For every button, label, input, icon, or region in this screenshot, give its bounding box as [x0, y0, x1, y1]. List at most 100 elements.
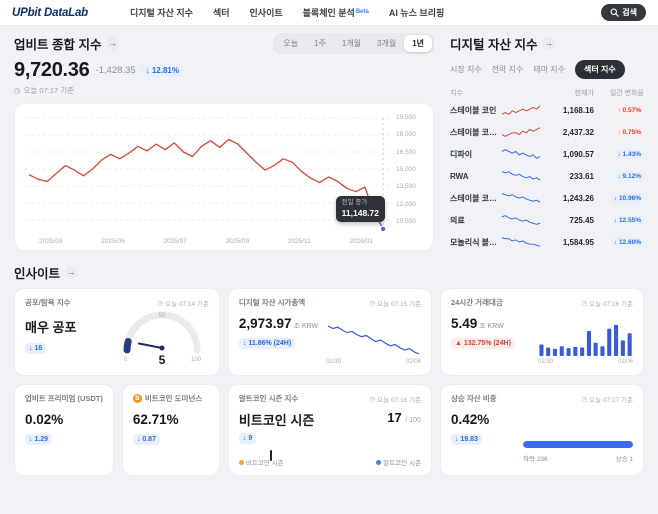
premium-change-badge: ↓ 1.29 [25, 434, 53, 445]
change-badge: ↓ 12.60% [610, 237, 644, 247]
alt-season-dot [376, 460, 382, 465]
fear-greed-gauge: 50 0 100 5 [123, 311, 202, 366]
arrow-icon[interactable]: → [106, 36, 120, 50]
fear-greed-value: 5 [159, 353, 166, 366]
range-tab-1w[interactable]: 1주 [314, 38, 326, 48]
table-row-stablecoin[interactable]: 스테이블 코인 1,168.16 ↑ 0.57% [450, 99, 644, 121]
index-table: 스테이블 코인 1,168.16 ↑ 0.57% 스테이블 코인 그룹 2,43… [450, 99, 644, 253]
falling-bar-fill [522, 441, 633, 448]
main-chart-card: 19,500 18,000 16,500 15,000 13,500 12,00… [14, 103, 434, 251]
nav-menu: 디지털 자산 지수 섹터 인사이트 블록체인 분석Beta AI 뉴스 브리핑 [130, 6, 444, 19]
sparkline-chart [501, 237, 541, 247]
chart-x-axis: 2025/03 2025/05 2025/07 2025/09 2025/11 … [39, 238, 373, 245]
dominance-value: 62.71% [132, 412, 179, 427]
range-tab-1m[interactable]: 1개월 [341, 38, 362, 48]
fear-greed-card[interactable]: 공포/탐욕 지수 ◷ 오늘 07:14 기준 매우 공포 ↓ 16 50 0 [14, 288, 220, 376]
clock-icon: ◷ [581, 299, 588, 307]
falling-count: 하락 236 [522, 456, 548, 463]
search-icon [610, 8, 620, 17]
tab-strategy-index[interactable]: 전략 지수 [491, 64, 524, 74]
range-tab-1y[interactable]: 1년 [404, 34, 432, 52]
change-badge: ↓ 1.43% [614, 149, 644, 159]
dominance-card[interactable]: B 비트코인 도미넌스 62.71% ↓ 0.87 [121, 384, 220, 476]
table-row-stablecoin-related[interactable]: 스테이블 코인 연관 ... 1,243.26 ↓ 10.96% [450, 187, 644, 209]
volume-change-badge: ▲ 132.75% (24H) [450, 338, 515, 349]
table-row-defi[interactable]: 디파이 1,090.57 ↓ 1.43% [450, 143, 644, 165]
market-cap-value: 2,973.97 조 KRW [238, 316, 319, 331]
fear-greed-status: 매우 공포 [25, 320, 77, 335]
sparkline-chart [501, 127, 541, 137]
rising-ratio-card[interactable]: 상승 자산 비중 ◷ 오늘 07:17 기준 0.42% ↓ 19.83 하락 2… [439, 384, 644, 476]
nav-item-insight[interactable]: 인사이트 [249, 8, 283, 18]
svg-text:100: 100 [191, 357, 202, 363]
tab-market-index[interactable]: 시장 지수 [450, 64, 482, 74]
volume-card[interactable]: 24시간 거래대금 ◷ 오늘 07:16 기준 5.49 조 KRW ▲ 132.7… [439, 288, 644, 376]
rising-falling-bar [522, 441, 633, 448]
range-tab-today[interactable]: 오늘 [283, 38, 299, 48]
clock-icon: ◷ [369, 299, 376, 307]
sparkline-chart [501, 171, 541, 181]
upbit-datalab-logo[interactable]: UPbit DataLab [12, 6, 88, 19]
chart-y-axis: 19,500 18,000 16,500 15,000 13,500 12,00… [396, 114, 416, 225]
index-asof: ◷ 오늘 07:17 기준 [14, 86, 75, 95]
clock-icon: ◷ [157, 299, 164, 307]
table-row-medical[interactable]: 의료 725.45 ↓ 12.55% [450, 209, 644, 231]
arrow-icon[interactable]: → [65, 265, 79, 279]
index-category-tabs: 시장 지수 전략 지수 테마 지수 섹터 지수 [450, 59, 644, 79]
market-cap-chart [327, 325, 420, 355]
rising-ratio-value: 0.42% [450, 412, 490, 427]
table-row-rwa[interactable]: RWA 233.61 ↓ 9.12% [450, 165, 644, 187]
nav-item-blockchain-analysis[interactable]: 블록체인 분석Beta [302, 8, 369, 18]
volume-value: 5.49 조 KRW [450, 316, 504, 331]
change-badge: ↓ 9.12% [614, 171, 644, 181]
upbit-index-title: 업비트 종합 지수 [14, 37, 102, 52]
prev-close-tooltip: 전일 종가 11,148.72 [335, 195, 385, 222]
sparkline-chart [501, 193, 541, 203]
change-badge: ↑ 0.75% [614, 127, 644, 137]
nav-item-digital-index[interactable]: 디지털 자산 지수 [130, 8, 193, 18]
market-cap-change-badge: ↓ 11.86% (24H) [238, 338, 296, 349]
clock-icon: ◷ [14, 86, 21, 95]
sparkline-chart [501, 149, 541, 159]
season-status: 비트코인 시즌 [238, 413, 315, 428]
rising-count: 상승 1 [615, 456, 633, 463]
dominance-change-badge: ↓ 0.87 [132, 434, 160, 445]
season-score: 17 / 100 [387, 410, 421, 425]
insights-section: 인사이트 → 공포/탐욕 지수 ◷ 오늘 07:14 기준 매우 공포 ↓ 16 [14, 263, 644, 476]
beta-badge: Beta [355, 9, 369, 15]
insights-title: 인사이트 [14, 266, 61, 281]
premium-card[interactable]: 업비트 프리미엄 (USDT) 0.02% ↓ 1.29 [14, 384, 114, 476]
rising-ratio-change-badge: ↓ 19.83 [450, 434, 482, 445]
nav-item-sector[interactable]: 섹터 [212, 8, 230, 18]
search-button[interactable]: 검색 [601, 4, 646, 21]
arrow-icon[interactable]: → [542, 36, 556, 50]
volume-bar-chart [539, 325, 632, 356]
index-change-abs: -1,428.35 [95, 65, 136, 76]
table-row-stablecoin-group[interactable]: 스테이블 코인 그룹 2,437.32 ↑ 0.75% [450, 121, 644, 143]
alt-season-marker [269, 450, 272, 461]
fear-greed-change-badge: ↓ 16 [25, 343, 47, 354]
change-badge: ↓ 12.55% [610, 215, 644, 225]
composite-index-chart[interactable] [25, 113, 391, 235]
index-value: 9,720.36 [14, 59, 90, 81]
table-row-monolithic[interactable]: 모놀리식 블록체인 1,584.95 ↓ 12.60% [450, 231, 644, 253]
sparkline-chart [501, 105, 541, 115]
tab-sector-index[interactable]: 섹터 지수 [575, 59, 625, 79]
digital-index-title: 디지털 자산 지수 [450, 37, 538, 52]
tab-theme-index[interactable]: 테마 지수 [533, 64, 566, 74]
season-change-badge: ↓ 9 [238, 433, 257, 444]
bitcoin-icon: B [132, 394, 142, 403]
change-badge: ↓ 10.96% [610, 193, 644, 203]
top-nav: UPbit DataLab 디지털 자산 지수 섹터 인사이트 블록체인 분석B… [0, 0, 658, 26]
alt-season-card[interactable]: 알트코인 시즌 지수 ◷ 오늘 07:16 기준 비트코인 시즌 ↓ 9 17 /… [227, 384, 432, 476]
index-change-badge: ↓ 12.81% [141, 64, 183, 77]
market-cap-card[interactable]: 디지털 자산 시가총액 ◷ 오늘 07:15 기준 2,973.97 조 KRW ↓… [227, 288, 432, 376]
range-tab-3m[interactable]: 3개월 [377, 38, 397, 48]
digital-index-section: 디지털 자산 지수 → 시장 지수 전략 지수 테마 지수 섹터 지수 지수 현… [450, 34, 644, 253]
range-tabs: 오늘 1주 1개월 3개월 1년 [273, 32, 434, 54]
sparkline-chart [501, 215, 541, 225]
nav-item-ai-news[interactable]: AI 뉴스 브리핑 [388, 8, 445, 18]
btc-season-dot [238, 460, 244, 465]
svg-text:0: 0 [124, 357, 128, 363]
upbit-index-section: 업비트 종합 지수 → 오늘 1주 1개월 3개월 1년 9,720.36 -1… [14, 32, 434, 253]
